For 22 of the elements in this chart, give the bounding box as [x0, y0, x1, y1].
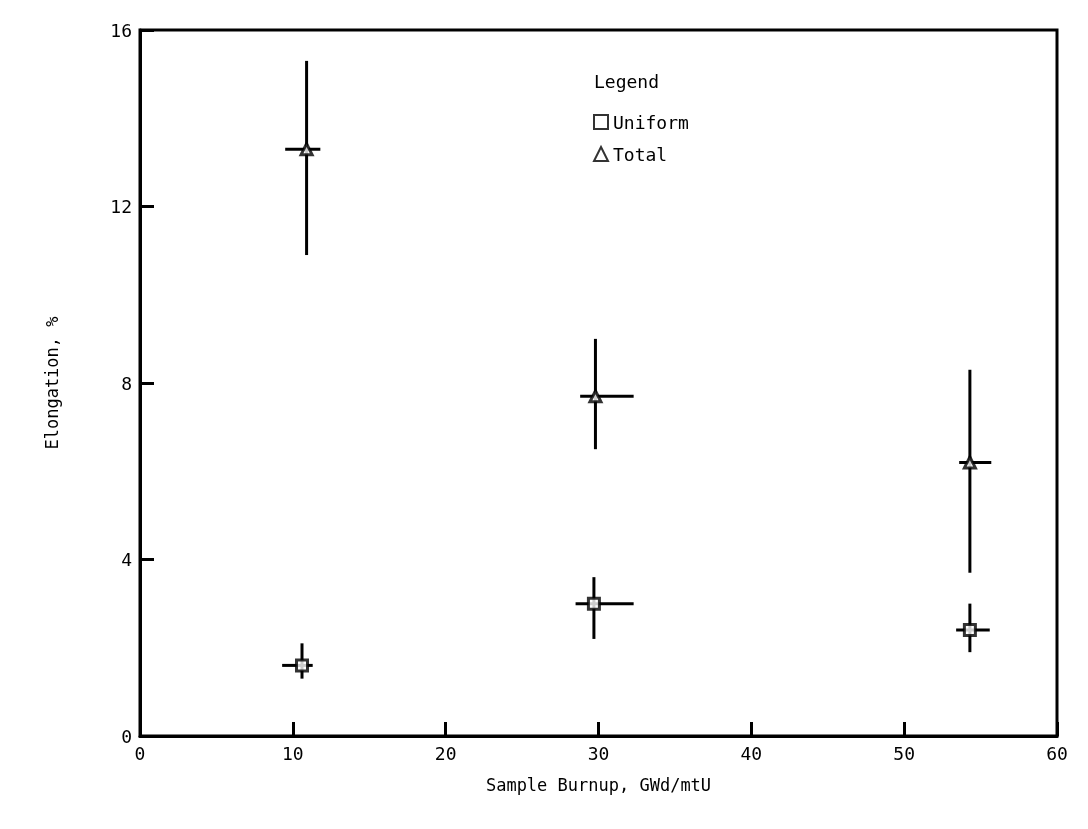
y-axis-title: Elongation, %: [41, 316, 62, 450]
x-tick-label: 20: [434, 742, 457, 764]
point: [962, 623, 977, 638]
x-tick-label: 60: [1046, 742, 1068, 764]
point: [299, 142, 314, 157]
x-tick-label: 50: [893, 742, 916, 764]
x-axis-title: Sample Burnup, GWd/mtU: [485, 774, 712, 795]
y-tick-label: 4: [121, 549, 132, 570]
x-tick-label: 30: [587, 742, 610, 764]
y-tick-label: 12: [110, 196, 132, 217]
y-tick-label: 16: [110, 19, 132, 41]
x-tick-label: 10: [281, 742, 304, 764]
point: [295, 658, 309, 673]
y-tick-label: 8: [121, 372, 132, 394]
point: [588, 389, 603, 404]
legend-label: Total: [613, 143, 668, 165]
legend-label: Uniform: [613, 111, 689, 133]
point: [962, 455, 977, 470]
point: [586, 596, 601, 611]
y-tick-label: 0: [121, 725, 132, 747]
legend-title: Legend: [594, 70, 660, 92]
x-tick-label: 40: [740, 742, 763, 764]
